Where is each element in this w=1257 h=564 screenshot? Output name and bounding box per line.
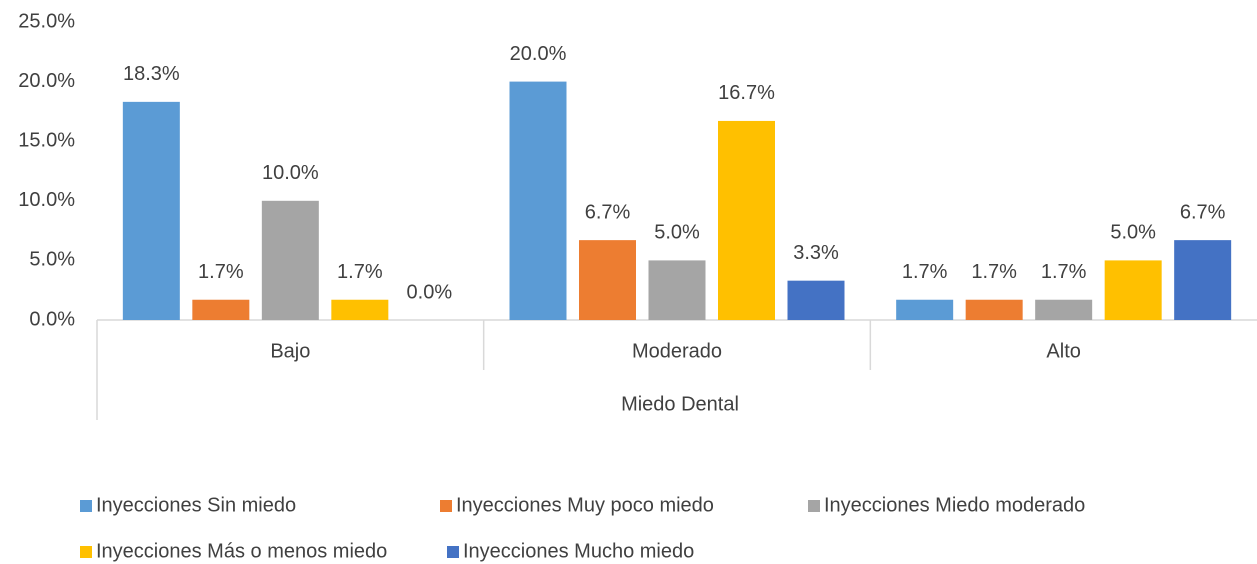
y-tick-label: 20.0% <box>18 70 75 92</box>
data-label: 1.7% <box>1041 261 1087 283</box>
bar <box>1104 260 1162 320</box>
legend-swatch <box>447 546 459 558</box>
bar <box>331 299 389 320</box>
legend-label: Inyecciones Miedo moderado <box>824 494 1085 516</box>
data-label: 10.0% <box>262 162 319 184</box>
x-tick-label: Bajo <box>270 340 310 362</box>
y-tick-label: 0.0% <box>29 308 75 330</box>
legend-swatch <box>80 546 92 558</box>
legend-label: Inyecciones Muy poco miedo <box>456 494 714 516</box>
data-label: 6.7% <box>1180 201 1226 223</box>
x-tick-label: Alto <box>1046 340 1080 362</box>
bar <box>261 200 319 320</box>
bar <box>648 260 706 320</box>
y-tick-label: 10.0% <box>18 189 75 211</box>
data-label: 1.7% <box>902 261 948 283</box>
bar <box>579 240 636 320</box>
data-label: 5.0% <box>1110 222 1156 244</box>
data-label: 1.7% <box>971 261 1017 283</box>
x-tick-label: Moderado <box>632 340 722 362</box>
data-label: 0.0% <box>407 281 453 303</box>
data-label: 16.7% <box>718 82 775 104</box>
data-label: 20.0% <box>510 43 567 65</box>
legend-swatch <box>808 500 820 512</box>
bar <box>122 101 180 320</box>
y-tick-label: 15.0% <box>18 129 75 151</box>
bar <box>965 299 1023 320</box>
y-tick-label: 5.0% <box>29 249 75 271</box>
y-tick-label: 25.0% <box>18 10 75 32</box>
bar <box>787 280 845 320</box>
data-label: 3.3% <box>793 242 839 264</box>
legend-label: Inyecciones Más o menos miedo <box>96 540 387 562</box>
x-axis-label: Miedo Dental <box>621 393 739 415</box>
data-label: 1.7% <box>198 261 244 283</box>
bar <box>509 81 567 320</box>
data-label: 6.7% <box>585 201 631 223</box>
data-label: 5.0% <box>654 222 700 244</box>
bar <box>1174 240 1232 320</box>
bar <box>192 299 250 320</box>
data-label: 1.7% <box>337 261 383 283</box>
data-label: 18.3% <box>123 63 180 85</box>
legend-label: Inyecciones Sin miedo <box>96 494 296 516</box>
bar <box>896 299 954 320</box>
bar <box>1035 299 1093 320</box>
legend-swatch <box>440 500 452 512</box>
legend-swatch <box>80 500 92 512</box>
legend-label: Inyecciones Mucho miedo <box>463 540 694 562</box>
bar <box>718 120 775 320</box>
